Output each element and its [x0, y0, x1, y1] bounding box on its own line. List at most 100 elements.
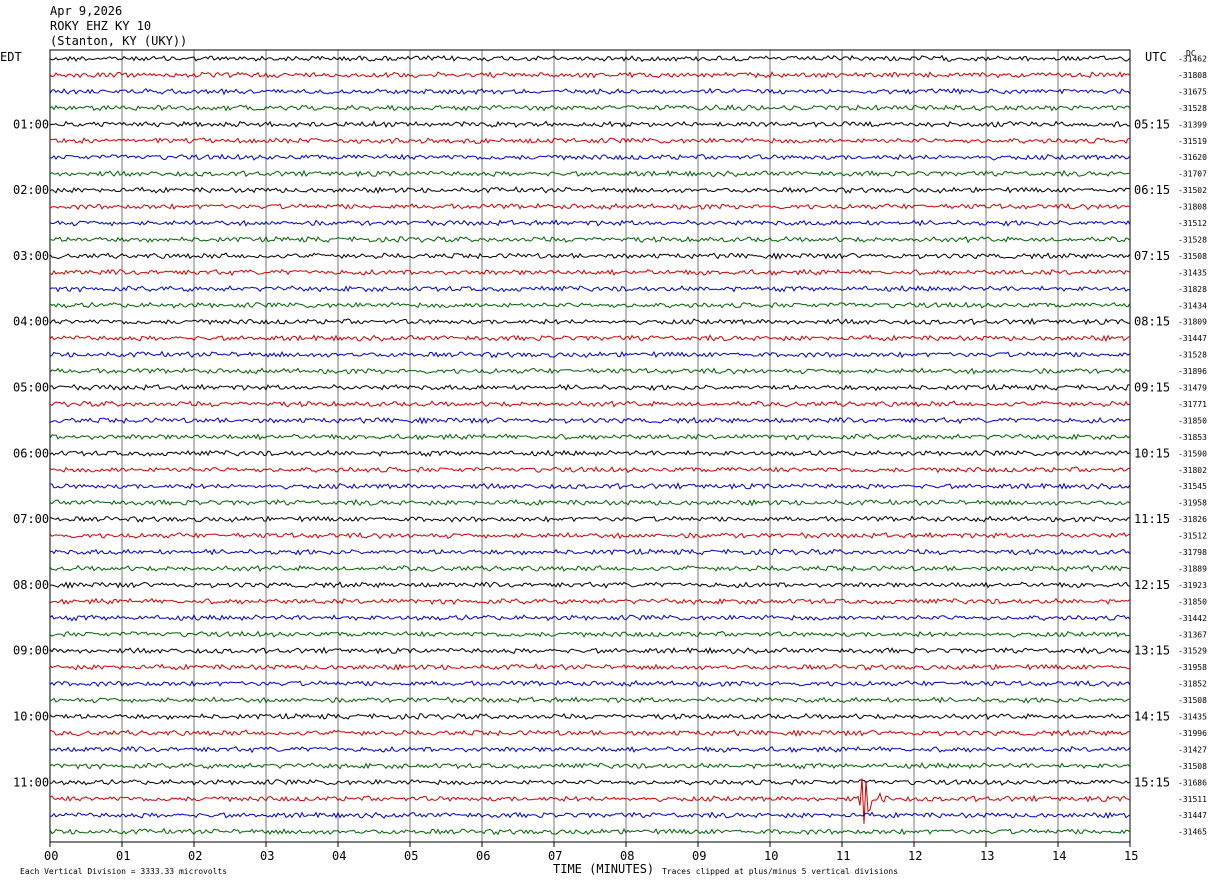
- left-hour-label: 06:00: [13, 446, 49, 460]
- dc-offset-label: -31519: [1178, 137, 1207, 146]
- dc-offset-label: -31512: [1178, 532, 1207, 541]
- trace-line: [49, 285, 1131, 293]
- right-hour-label: 08:15: [1134, 315, 1170, 329]
- trace-line: [49, 54, 1131, 63]
- header-date: Apr 9,2026: [50, 4, 123, 18]
- trace-line: [49, 301, 1131, 309]
- trace-line: [49, 317, 1131, 326]
- dc-offset-label: -31826: [1178, 515, 1207, 524]
- dc-offset-label: -31923: [1178, 581, 1207, 590]
- right-hour-label: 15:15: [1134, 775, 1170, 789]
- dc-offset-label: -31828: [1178, 285, 1207, 294]
- right-hour-label: 12:15: [1134, 578, 1170, 592]
- trace-line: [49, 696, 1131, 704]
- trace-line: [49, 663, 1131, 672]
- scale-note: Each Vertical Division = 3333.33 microvo…: [20, 867, 228, 876]
- dc-offset-label: -31529: [1178, 647, 1207, 656]
- trace-line: [49, 71, 1131, 79]
- left-hour-label: 04:00: [13, 315, 49, 329]
- dc-offset-label: -31479: [1178, 384, 1207, 393]
- dc-label: DC: [1186, 49, 1196, 58]
- trace-line: [49, 778, 1131, 824]
- trace-line: [49, 762, 1131, 770]
- dc-offset-label: -31447: [1178, 811, 1207, 820]
- x-tick-label: 12: [908, 849, 922, 863]
- x-tick-label: 10: [764, 849, 778, 863]
- trace-line: [49, 811, 1131, 820]
- dc-offset-label: -31707: [1178, 170, 1207, 179]
- right-hour-label: 10:15: [1134, 446, 1170, 460]
- trace-line: [49, 186, 1131, 195]
- dc-offset-label: -31675: [1178, 87, 1207, 96]
- dc-offset-label: -31850: [1178, 416, 1207, 425]
- right-hour-label: 05:15: [1134, 117, 1170, 131]
- x-axis-label: TIME (MINUTES): [553, 862, 655, 876]
- trace-line: [49, 383, 1131, 392]
- dc-offset-label: -31852: [1178, 680, 1207, 689]
- dc-offset-label: -31958: [1178, 499, 1207, 508]
- dc-offset-label: -31528: [1178, 235, 1207, 244]
- left-hour-label: 03:00: [13, 249, 49, 263]
- trace-line: [49, 778, 1131, 786]
- left-hour-label: 09:00: [13, 644, 49, 658]
- right-timezone-label: UTC: [1145, 50, 1167, 64]
- dc-offset-label: -31512: [1178, 219, 1207, 228]
- dc-offset-label: -31809: [1178, 318, 1207, 327]
- dc-offset-label: -31435: [1178, 713, 1207, 722]
- dc-offset-label: -31798: [1178, 548, 1207, 557]
- dc-offset-label: -31808: [1178, 203, 1207, 212]
- trace-line: [49, 350, 1131, 359]
- trace-line: [49, 433, 1131, 441]
- trace-line: [49, 169, 1131, 178]
- dc-offset-label: -31590: [1178, 449, 1207, 458]
- dc-offset-label: -31853: [1178, 433, 1207, 442]
- x-tick-label: 04: [332, 849, 346, 863]
- trace-line: [49, 679, 1131, 688]
- trace-line: [49, 827, 1131, 836]
- trace-line: [49, 219, 1131, 227]
- header-station: ROKY EHZ KY 10: [50, 19, 152, 33]
- dc-offset-label: -31508: [1178, 252, 1207, 261]
- trace-line: [49, 597, 1131, 606]
- trace-line: [49, 515, 1131, 523]
- trace-line: [49, 729, 1131, 738]
- x-tick-label: 06: [476, 849, 490, 863]
- trace-line: [49, 268, 1131, 277]
- dc-offset-label: -31545: [1178, 482, 1207, 491]
- x-tick-label: 02: [188, 849, 202, 863]
- trace-line: [49, 498, 1131, 507]
- right-hour-label: 14:15: [1134, 710, 1170, 724]
- trace-line: [50, 482, 1131, 490]
- dc-offset-label: -31434: [1178, 301, 1207, 310]
- dc-offset-label: -31427: [1178, 745, 1207, 754]
- left-hour-label: 01:00: [13, 117, 49, 131]
- trace-line: [49, 646, 1131, 655]
- trace-line: [49, 367, 1131, 375]
- trace-line: [49, 153, 1131, 161]
- dc-offset-label: -31686: [1178, 778, 1207, 787]
- trace-line: [49, 235, 1131, 244]
- dc-offset-label: -31996: [1178, 729, 1207, 738]
- left-hour-label: 07:00: [13, 512, 49, 526]
- x-tick-label: 03: [260, 849, 274, 863]
- dc-offset-label: -31528: [1178, 351, 1207, 360]
- dc-offset-label: -31399: [1178, 120, 1207, 129]
- trace-line: [49, 334, 1131, 343]
- dc-offset-label: -31771: [1178, 400, 1207, 409]
- trace-line: [49, 581, 1131, 590]
- dc-offset-label: -31465: [1178, 828, 1207, 837]
- trace-line: [49, 531, 1131, 540]
- trace-line: [49, 104, 1131, 112]
- left-hour-label: 02:00: [13, 183, 49, 197]
- dc-offset-label: -31502: [1178, 186, 1207, 195]
- dc-offset-label: -31889: [1178, 564, 1207, 573]
- trace-line: [49, 630, 1131, 638]
- dc-offset-label: -31508: [1178, 762, 1207, 771]
- dc-offset-label: -31802: [1178, 466, 1207, 475]
- x-tick-label: 11: [836, 849, 850, 863]
- right-hour-label: 07:15: [1134, 249, 1170, 263]
- left-hour-label: 05:00: [13, 381, 49, 395]
- x-tick-label: 01: [116, 849, 130, 863]
- trace-line: [49, 202, 1131, 211]
